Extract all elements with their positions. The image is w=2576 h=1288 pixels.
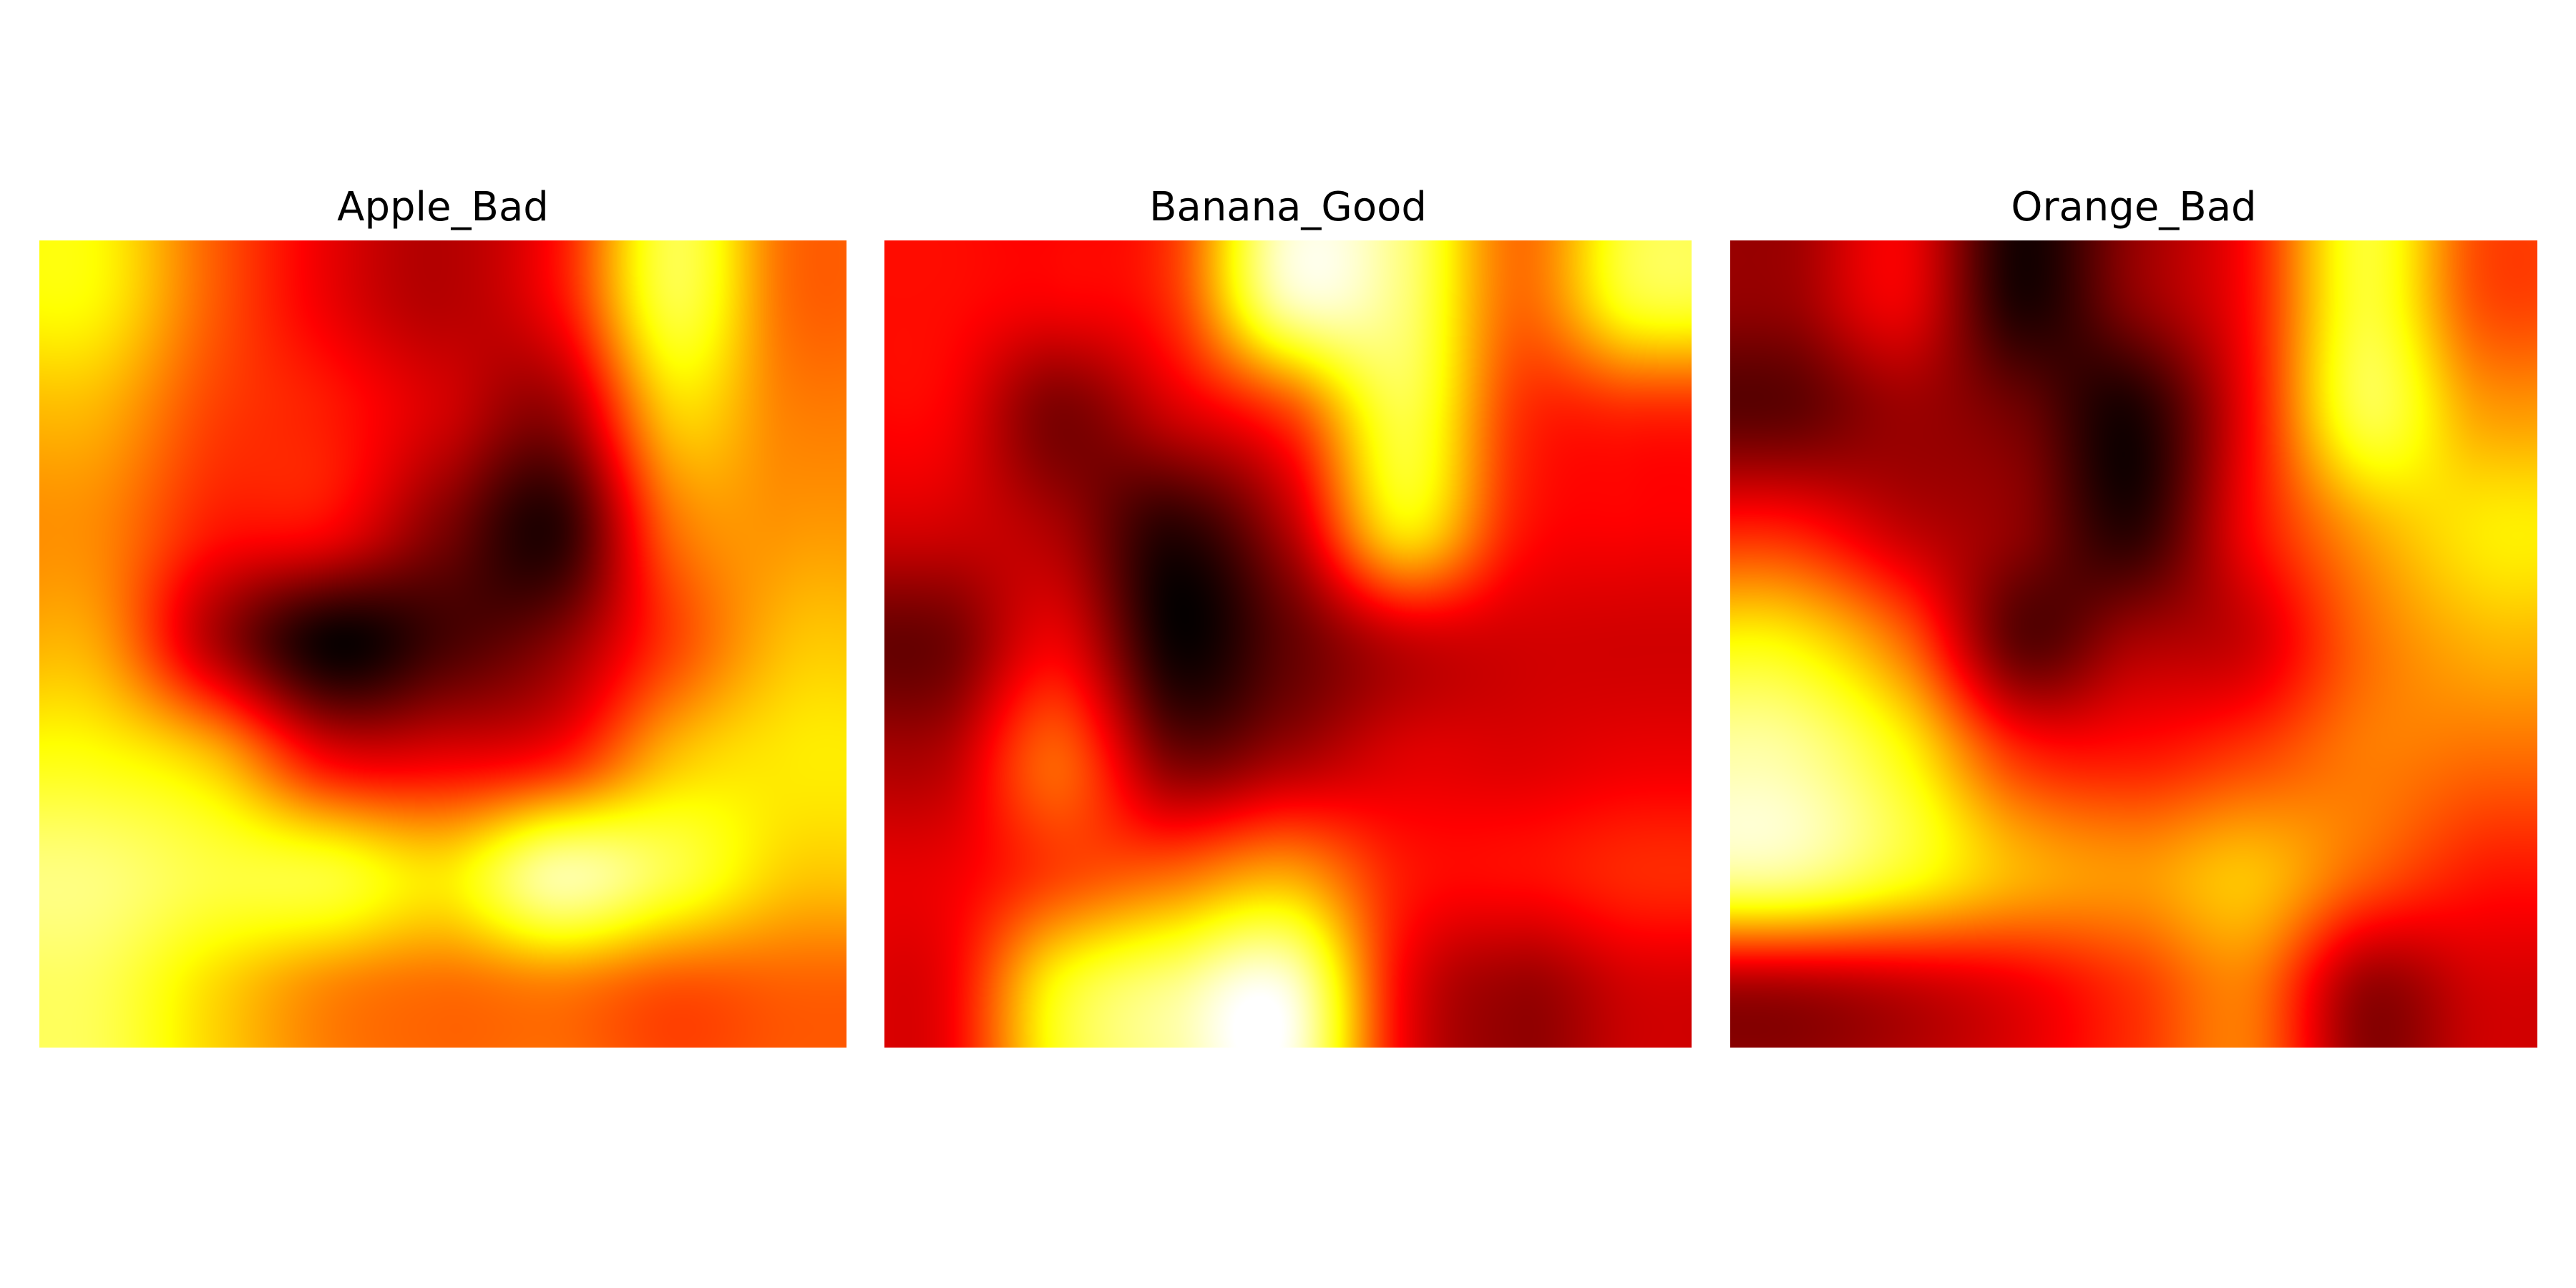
heatmap-title: Apple_Bad — [337, 184, 549, 230]
heatmap-banana-good — [884, 240, 1692, 1048]
heatmap-title: Orange_Bad — [2011, 184, 2257, 230]
heatmap-title: Banana_Good — [1149, 184, 1427, 230]
heatmap-apple-bad — [39, 240, 847, 1048]
heatmap-orange-bad — [1730, 240, 2537, 1048]
